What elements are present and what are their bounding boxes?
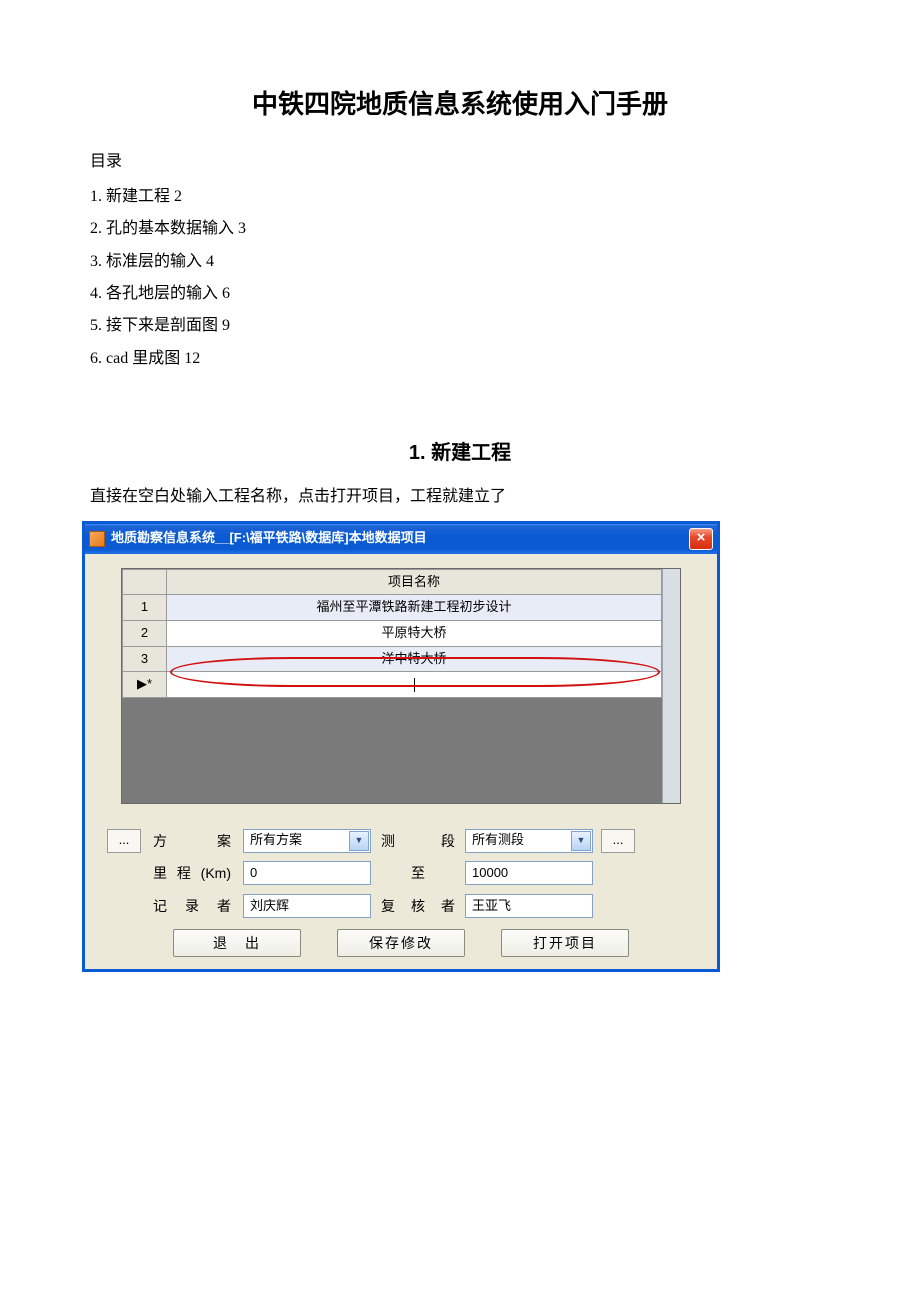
grid-row-number: 1 [123, 595, 167, 621]
toc-item: 2. 孔的基本数据输入 3 [90, 214, 830, 244]
toc-heading: 目录 [90, 147, 830, 177]
grid-row[interactable]: 1 福州至平潭铁路新建工程初步设计 [123, 595, 662, 621]
grid-row[interactable]: 2 平原特大桥 [123, 620, 662, 646]
toc-item: 1. 新建工程 2 [90, 182, 830, 212]
project-grid[interactable]: 项目名称 1 福州至平潭铁路新建工程初步设计 2 平原特大桥 [121, 568, 681, 804]
grid-new-row[interactable]: ▶* [123, 672, 662, 698]
grid-corner [123, 569, 167, 595]
browse-right-button[interactable]: ... [601, 829, 635, 853]
grid-row[interactable]: 3 洋中特大桥 [123, 646, 662, 672]
document-title: 中铁四院地质信息系统使用入门手册 [90, 80, 830, 129]
section-heading-new-project: 1. 新建工程 [90, 434, 830, 472]
scheme-label: 方 案 [149, 828, 235, 855]
app-icon [89, 531, 105, 547]
chevron-down-icon: ▼ [571, 831, 591, 851]
toc-item: 5. 接下来是剖面图 9 [90, 311, 830, 341]
mileage-to-label: 至 [379, 860, 457, 887]
mileage-from-input[interactable]: 0 [243, 861, 371, 885]
toc-item: 4. 各孔地层的输入 6 [90, 279, 830, 309]
section-instruction: 直接在空白处输入工程名称，点击打开项目，工程就建立了 [90, 482, 830, 512]
open-project-button[interactable]: 打开项目 [501, 929, 629, 957]
segment-select-value: 所有测段 [472, 828, 524, 853]
grid-cell-project-name[interactable]: 福州至平潭铁路新建工程初步设计 [167, 595, 662, 621]
segment-select[interactable]: 所有测段 ▼ [465, 829, 593, 853]
chevron-down-icon: ▼ [349, 831, 369, 851]
reviewer-label: 复核者 [379, 893, 457, 920]
mileage-to-input[interactable]: 10000 [465, 861, 593, 885]
save-button[interactable]: 保存修改 [337, 929, 465, 957]
toc-item: 3. 标准层的输入 4 [90, 247, 830, 277]
grid-row-number: 3 [123, 646, 167, 672]
segment-label: 测 段 [379, 828, 457, 855]
exit-button[interactable]: 退 出 [173, 929, 301, 957]
dialog-titlebar: 地质勘察信息系统__[F:\福平铁路\数据库]本地数据项目 × [85, 524, 717, 554]
grid-cell-project-name[interactable]: 洋中特大桥 [167, 646, 662, 672]
grid-row-number: 2 [123, 620, 167, 646]
grid-cell-new-input[interactable] [167, 672, 662, 698]
grid-new-row-marker: ▶* [123, 672, 167, 698]
close-icon: × [697, 524, 706, 553]
reviewer-input[interactable]: 王亚飞 [465, 894, 593, 918]
grid-cell-project-name[interactable]: 平原特大桥 [167, 620, 662, 646]
project-dialog: 地质勘察信息系统__[F:\福平铁路\数据库]本地数据项目 × 项目名称 [82, 521, 720, 973]
close-button[interactable]: × [689, 528, 713, 550]
grid-column-header: 项目名称 [167, 569, 662, 595]
mileage-label: 里程(Km) [149, 860, 235, 887]
scheme-select[interactable]: 所有方案 ▼ [243, 829, 371, 853]
toc-item: 6. cad 里成图 12 [90, 344, 830, 374]
recorder-label: 记录者 [149, 893, 235, 920]
recorder-input[interactable]: 刘庆辉 [243, 894, 371, 918]
text-caret [414, 678, 415, 692]
grid-scrollbar[interactable] [662, 569, 680, 803]
scheme-select-value: 所有方案 [250, 828, 302, 853]
browse-left-button[interactable]: ... [107, 829, 141, 853]
dialog-title: 地质勘察信息系统__[F:\福平铁路\数据库]本地数据项目 [111, 526, 689, 551]
